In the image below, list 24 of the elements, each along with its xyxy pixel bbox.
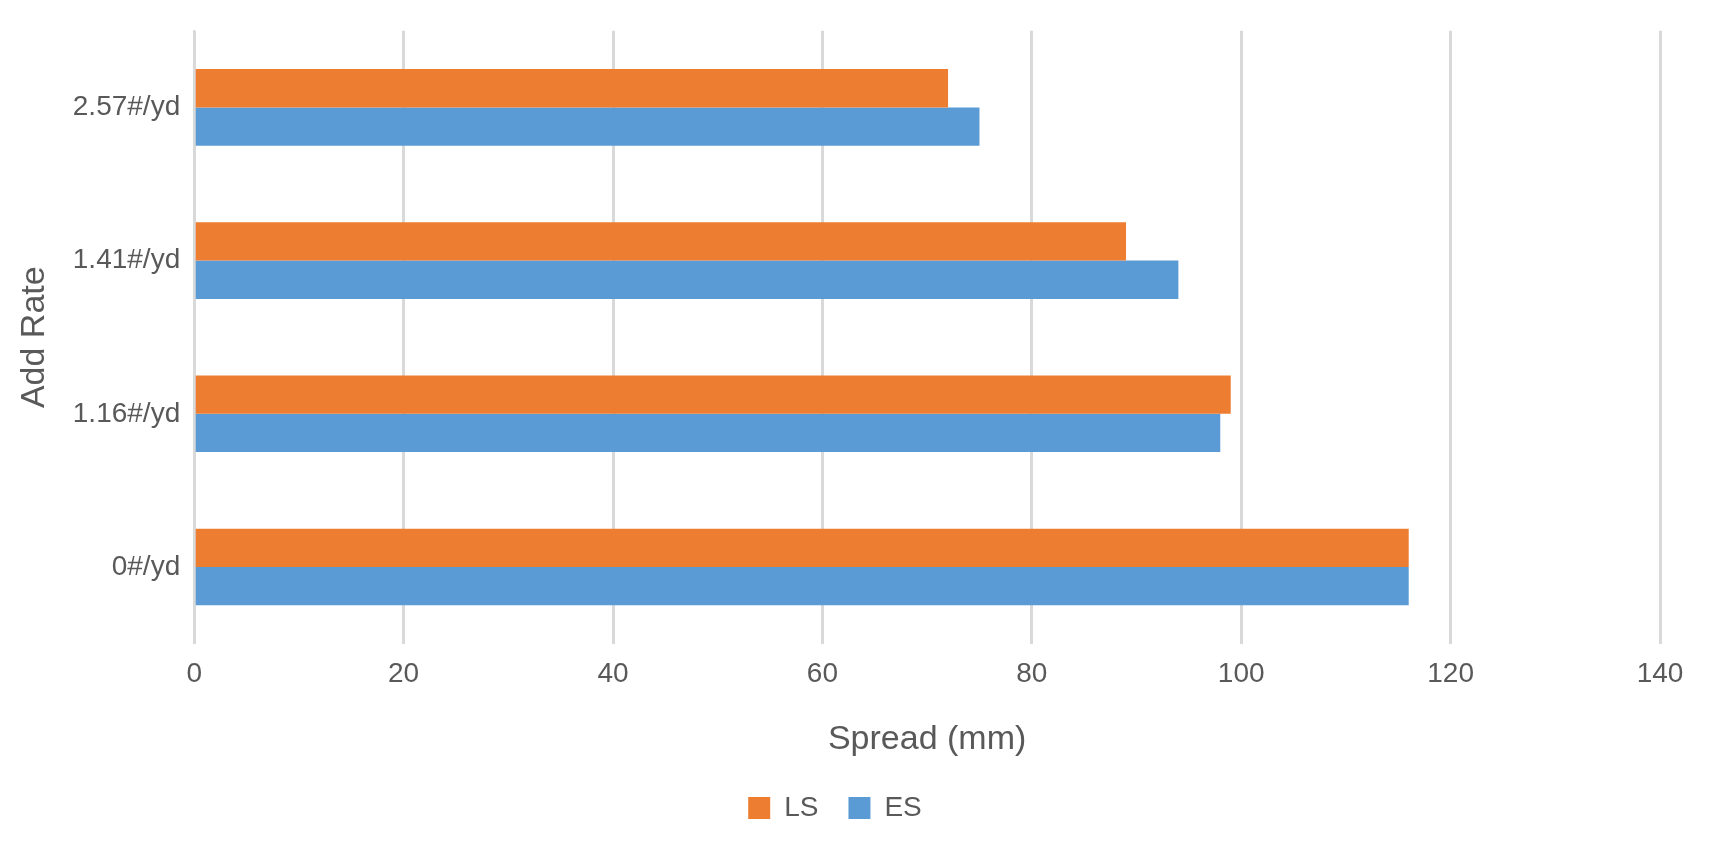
bar — [195, 528, 1409, 567]
y-tick-label: 2.57#/yd — [72, 90, 181, 122]
legend-label: LS — [784, 790, 819, 822]
x-tick-label: 40 — [597, 657, 629, 689]
y-axis-title: Add Rate — [12, 266, 51, 409]
bar — [195, 375, 1231, 414]
x-tick-label: 60 — [806, 657, 838, 689]
bar — [195, 69, 949, 108]
bar — [195, 567, 1409, 606]
bar — [195, 222, 1127, 261]
x-tick-label: 0 — [186, 657, 203, 689]
bar — [195, 107, 980, 146]
y-tick-label: 1.41#/yd — [72, 243, 181, 275]
x-tick-label: 120 — [1427, 657, 1474, 689]
x-tick-label: 80 — [1016, 657, 1048, 689]
y-tick-label: 0#/yd — [111, 549, 181, 581]
x-axis-title: Spread (mm) — [827, 717, 1027, 756]
x-tick-label: 100 — [1217, 657, 1265, 689]
y-tick-label: 1.16#/yd — [72, 396, 181, 428]
bar — [195, 413, 1221, 453]
x-tick-label: 20 — [388, 657, 420, 689]
bar — [195, 260, 1179, 299]
legend-label: ES — [884, 790, 922, 822]
x-tick-label: 140 — [1636, 657, 1684, 689]
